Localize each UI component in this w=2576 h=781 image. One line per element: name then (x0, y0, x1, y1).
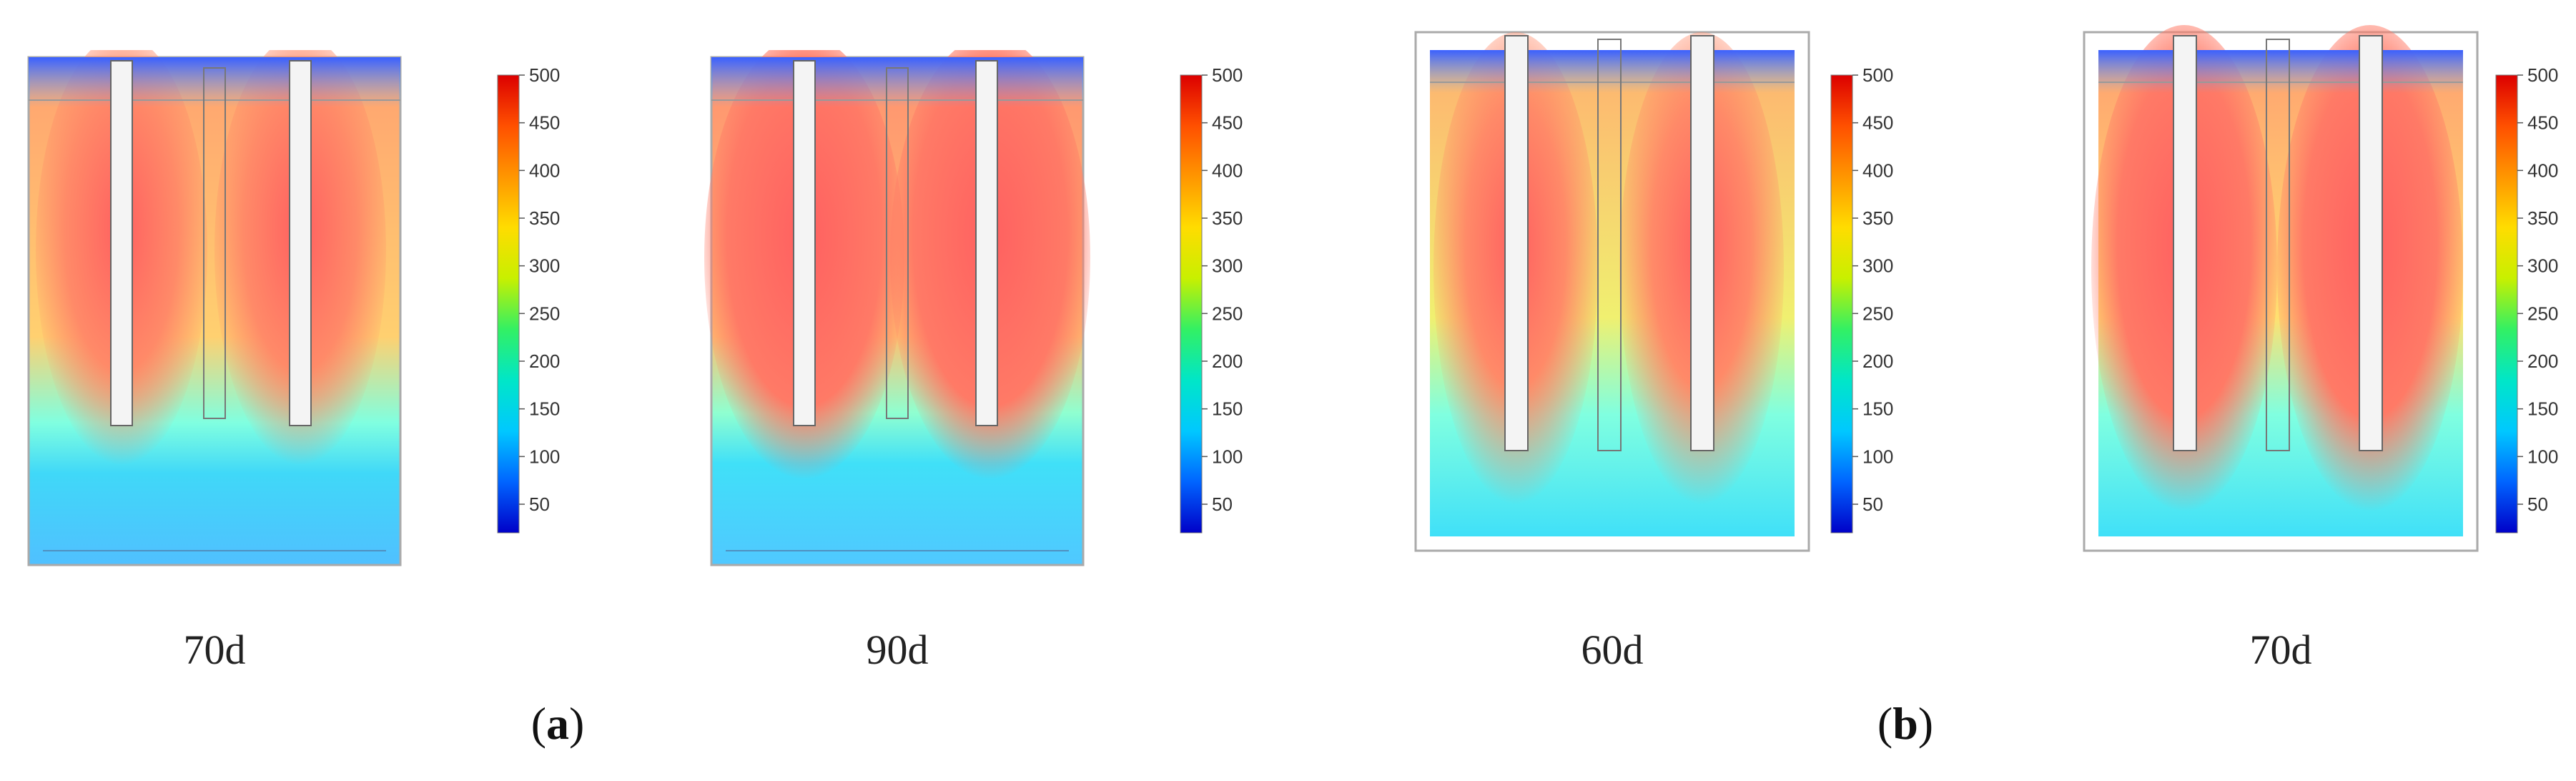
colorbar-tick-label: 100 (1212, 446, 1243, 467)
group-label-b: (b) (1877, 698, 1934, 749)
colorbar-tick-label: 50 (2527, 493, 2548, 515)
temperature-field-panel-3 (1414, 31, 1810, 552)
colorbar-tick-label: 500 (529, 68, 560, 86)
colorbar-tick-label: 50 (1862, 493, 1883, 515)
colorbar-2: 500 450 400 350 300 250 200 150 100 50 (1180, 68, 1243, 534)
colorbar-tick-label: 150 (2527, 398, 2558, 420)
colorbar-tick-label: 150 (529, 398, 560, 420)
colorbar-1: 500 450 400 350 300 250 200 150 100 50 (497, 68, 560, 534)
colorbar-tick-label: 50 (529, 493, 550, 515)
colorbar-tick-label: 100 (1862, 446, 1893, 467)
colorbar-tick-label: 100 (529, 446, 560, 467)
panel-caption-2: 90d (866, 627, 929, 673)
colorbar-tick-label: 400 (1862, 159, 1893, 181)
colorbar-gradient (2495, 74, 2518, 534)
colorbar-tick-label: 200 (1862, 350, 1893, 372)
colorbar-tick-label: 350 (529, 207, 560, 229)
colorbar-3: 500 450 400 350 300 250 200 150 100 50 (1830, 68, 1893, 534)
colorbar-tick-label: 100 (2527, 446, 2558, 467)
colorbar-tick-label: 500 (2527, 68, 2558, 86)
colorbar-tick-label: 250 (529, 303, 560, 324)
colorbar-tick-label: 450 (1862, 112, 1893, 134)
colorbar-tick-label: 400 (1212, 159, 1243, 181)
colorbar-gradient (1830, 74, 1853, 534)
group-label-a: (a) (531, 698, 585, 749)
colorbar-tick-label: 350 (1862, 207, 1893, 229)
colorbar-tick-label: 350 (1212, 207, 1243, 229)
colorbar-4: 500 450 400 350 300 250 200 150 100 50 (2495, 68, 2558, 534)
colorbar-tick-label: 400 (2527, 159, 2558, 181)
colorbar-tick-label: 250 (1862, 303, 1893, 324)
colorbar-tick-label: 300 (1862, 255, 1893, 277)
panel-caption-1: 70d (183, 627, 246, 673)
colorbar-tick-label: 200 (1212, 350, 1243, 372)
colorbar-tick-label: 300 (2527, 255, 2558, 277)
colorbar-gradient (497, 74, 520, 534)
temperature-field-panel-1 (27, 50, 402, 566)
colorbar-tick-label: 350 (2527, 207, 2558, 229)
colorbar-tick-label: 400 (529, 159, 560, 181)
colorbar-tick-label: 250 (2527, 303, 2558, 324)
colorbar-tick-label: 300 (529, 255, 560, 277)
colorbar-tick-label: 250 (1212, 303, 1243, 324)
colorbar-tick-label: 450 (2527, 112, 2558, 134)
colorbar-tick-label: 50 (1212, 493, 1233, 515)
panel-caption-4: 70d (2249, 627, 2312, 673)
colorbar-tick-label: 300 (1212, 255, 1243, 277)
temperature-field-panel-2 (704, 50, 1090, 566)
colorbar-tick-label: 450 (529, 112, 560, 134)
temperature-field-panel-4 (2083, 25, 2479, 552)
colorbar-tick-label: 150 (1212, 398, 1243, 420)
colorbar-tick-label: 200 (2527, 350, 2558, 372)
colorbar-tick-label: 200 (529, 350, 560, 372)
colorbar-tick-label: 500 (1212, 68, 1243, 86)
colorbar-tick-label: 150 (1862, 398, 1893, 420)
colorbar-gradient (1180, 74, 1203, 534)
panel-caption-3: 60d (1581, 627, 1644, 673)
colorbar-tick-label: 500 (1862, 68, 1893, 86)
colorbar-tick-label: 450 (1212, 112, 1243, 134)
